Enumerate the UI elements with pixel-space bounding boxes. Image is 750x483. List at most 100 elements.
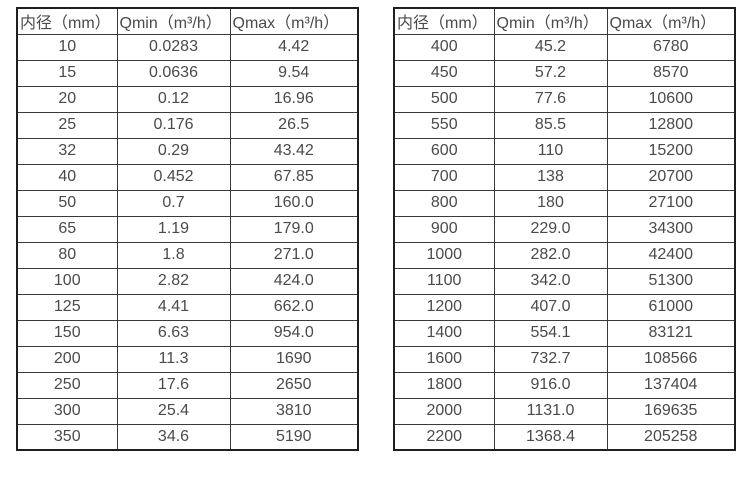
table-cell: 0.176 [116, 111, 231, 139]
table-row: 32 0.29 43.42 [16, 137, 359, 165]
table-cell: 554.1 [493, 319, 608, 347]
table-cell: 42400 [606, 241, 736, 269]
table-row: 450 57.2 8570 [393, 59, 736, 87]
table-cell: 205258 [606, 423, 736, 451]
flow-spec-table-large-diameters: 内径（mm） Qmin（m³/h） Qmax（m³/h） 400 45.2 6780… [393, 7, 736, 451]
table-cell: 43.42 [229, 137, 359, 165]
table-cell: 169635 [606, 397, 736, 425]
table-cell: 916.0 [493, 371, 608, 399]
column-header-qmax: Qmax（m³/h） [229, 7, 359, 35]
table-cell: 3810 [229, 397, 359, 425]
table-cell: 150 [16, 319, 118, 347]
table-cell: 100 [16, 267, 118, 295]
table-cell: 40 [16, 163, 118, 191]
table-row: 1600 732.7 108566 [393, 345, 736, 373]
table-cell: 180 [493, 189, 608, 217]
table-cell: 110 [493, 137, 608, 165]
table-cell: 9.54 [229, 59, 359, 87]
table-cell: 50 [16, 189, 118, 217]
table-cell: 1131.0 [493, 397, 608, 425]
table-cell: 1000 [393, 241, 495, 269]
table-cell: 271.0 [229, 241, 359, 269]
column-header-qmin: Qmin（m³/h） [493, 7, 608, 35]
flow-spec-table-small-diameters: 内径（mm） Qmin（m³/h） Qmax（m³/h） 10 0.0283 4.4… [16, 7, 359, 451]
table-row: 500 77.6 10600 [393, 85, 736, 113]
table-cell: 0.0283 [116, 33, 231, 61]
table-cell: 77.6 [493, 85, 608, 113]
table-cell: 32 [16, 137, 118, 165]
table-row: 250 17.6 2650 [16, 371, 359, 399]
table-cell: 34.6 [116, 423, 231, 451]
table-cell: 57.2 [493, 59, 608, 87]
table-cell: 34300 [606, 215, 736, 243]
table-cell: 8570 [606, 59, 736, 87]
table-row: 100 2.82 424.0 [16, 267, 359, 295]
table-row: 125 4.41 662.0 [16, 293, 359, 321]
table-cell: 27100 [606, 189, 736, 217]
table-cell: 10600 [606, 85, 736, 113]
table-row: 10 0.0283 4.42 [16, 33, 359, 61]
table-cell: 61000 [606, 293, 736, 321]
table-cell: 20 [16, 85, 118, 113]
table-cell: 11.3 [116, 345, 231, 373]
table-cell: 26.5 [229, 111, 359, 139]
table-cell: 954.0 [229, 319, 359, 347]
table-cell: 1400 [393, 319, 495, 347]
table-cell: 800 [393, 189, 495, 217]
table-cell: 1368.4 [493, 423, 608, 451]
table-cell: 732.7 [493, 345, 608, 373]
column-header-diameter: 内径（mm） [16, 7, 118, 35]
table-cell: 85.5 [493, 111, 608, 139]
table-row: 2000 1131.0 169635 [393, 397, 736, 425]
table-cell: 300 [16, 397, 118, 425]
table-cell: 138 [493, 163, 608, 191]
table-row: 25 0.176 26.5 [16, 111, 359, 139]
table-row: 80 1.8 271.0 [16, 241, 359, 269]
table-cell: 45.2 [493, 33, 608, 61]
table-row: 200 11.3 1690 [16, 345, 359, 373]
table-cell: 400 [393, 33, 495, 61]
table-cell: 0.0636 [116, 59, 231, 87]
table-cell: 0.7 [116, 189, 231, 217]
table-cell: 1100 [393, 267, 495, 295]
table-cell: 125 [16, 293, 118, 321]
table-cell: 342.0 [493, 267, 608, 295]
table-row: 20 0.12 16.96 [16, 85, 359, 113]
column-header-qmax: Qmax（m³/h） [606, 7, 736, 35]
table-cell: 4.41 [116, 293, 231, 321]
table-cell: 12800 [606, 111, 736, 139]
table-row: 1800 916.0 137404 [393, 371, 736, 399]
table-cell: 2200 [393, 423, 495, 451]
table-cell: 282.0 [493, 241, 608, 269]
table-cell: 900 [393, 215, 495, 243]
table-cell: 450 [393, 59, 495, 87]
table-row: 300 25.4 3810 [16, 397, 359, 425]
table-cell: 25 [16, 111, 118, 139]
table-cell: 500 [393, 85, 495, 113]
table-cell: 550 [393, 111, 495, 139]
table-cell: 25.4 [116, 397, 231, 425]
table-cell: 179.0 [229, 215, 359, 243]
table-row: 350 34.6 5190 [16, 423, 359, 451]
table-cell: 10 [16, 33, 118, 61]
table-cell: 1.8 [116, 241, 231, 269]
table-cell: 0.12 [116, 85, 231, 113]
table-cell: 350 [16, 423, 118, 451]
table-cell: 16.96 [229, 85, 359, 113]
table-cell: 5190 [229, 423, 359, 451]
table-cell: 424.0 [229, 267, 359, 295]
table-cell: 20700 [606, 163, 736, 191]
table-row: 15 0.0636 9.54 [16, 59, 359, 87]
table-row: 2200 1368.4 205258 [393, 423, 736, 451]
table-cell: 108566 [606, 345, 736, 373]
table-cell: 137404 [606, 371, 736, 399]
table-cell: 200 [16, 345, 118, 373]
table-cell: 1200 [393, 293, 495, 321]
table-cell: 250 [16, 371, 118, 399]
table-cell: 6.63 [116, 319, 231, 347]
table-row: 1200 407.0 61000 [393, 293, 736, 321]
table-row: 600 110 15200 [393, 137, 736, 165]
table-cell: 83121 [606, 319, 736, 347]
table-cell: 1600 [393, 345, 495, 373]
